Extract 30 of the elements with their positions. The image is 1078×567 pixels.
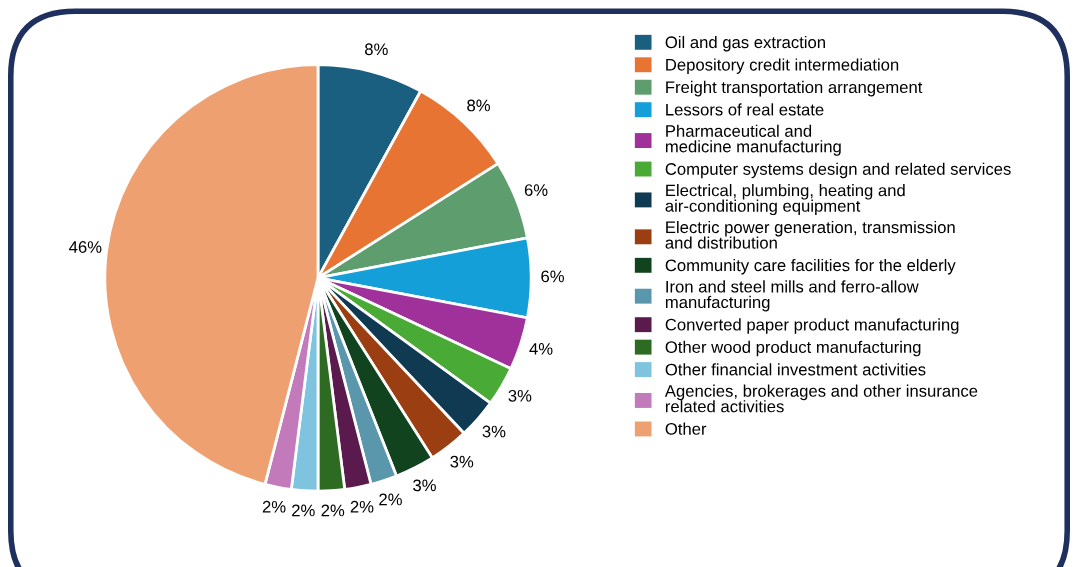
legend-label: Freight transportation arrangement xyxy=(666,80,923,97)
data-label: 6% xyxy=(541,270,564,283)
legend-label: Community care facilities for the elderly xyxy=(665,258,956,275)
legend-label: Lessors of real estate xyxy=(666,103,824,116)
legend-label: Computer systems design and related services xyxy=(665,162,1011,179)
data-label: 3% xyxy=(450,455,474,468)
data-label: 6% xyxy=(524,184,548,196)
legend-label: Electrical, plumbing, heating and air-conditioning equipment xyxy=(665,184,905,216)
legend-label: Agencies, brokerages and other insurance related activities xyxy=(664,384,978,413)
data-label: 8% xyxy=(467,99,490,112)
data-label: 4% xyxy=(529,343,553,355)
legend-label: Other wood product manufacturing xyxy=(665,340,921,357)
legend-label: Depository credit intermediation xyxy=(666,58,899,74)
legend-label: Iron and steel mills and ferro-allow manufacturing xyxy=(665,280,919,312)
data-label: 3% xyxy=(508,389,532,402)
data-label: 2% xyxy=(292,504,315,517)
data-label: 8% xyxy=(365,43,388,56)
data-label: 2% xyxy=(350,500,374,513)
data-label: 46% xyxy=(69,241,102,253)
legend-label: Electric power generation, transmission and distribution xyxy=(665,220,955,249)
data-label: 2% xyxy=(262,500,286,513)
data-label: 3% xyxy=(413,479,436,492)
legend-label: Other financial investment activities xyxy=(665,363,926,376)
data-label: 2% xyxy=(321,504,345,517)
data-label: 2% xyxy=(379,493,402,506)
legend-label: Other xyxy=(665,422,707,435)
legend-label: Pharmaceutical and medicine manufacturing xyxy=(665,124,841,156)
legend-label: Converted paper product manufacturing xyxy=(665,318,959,334)
legend-label: Oil and gas extraction xyxy=(665,35,825,52)
data-label: 3% xyxy=(482,425,506,438)
